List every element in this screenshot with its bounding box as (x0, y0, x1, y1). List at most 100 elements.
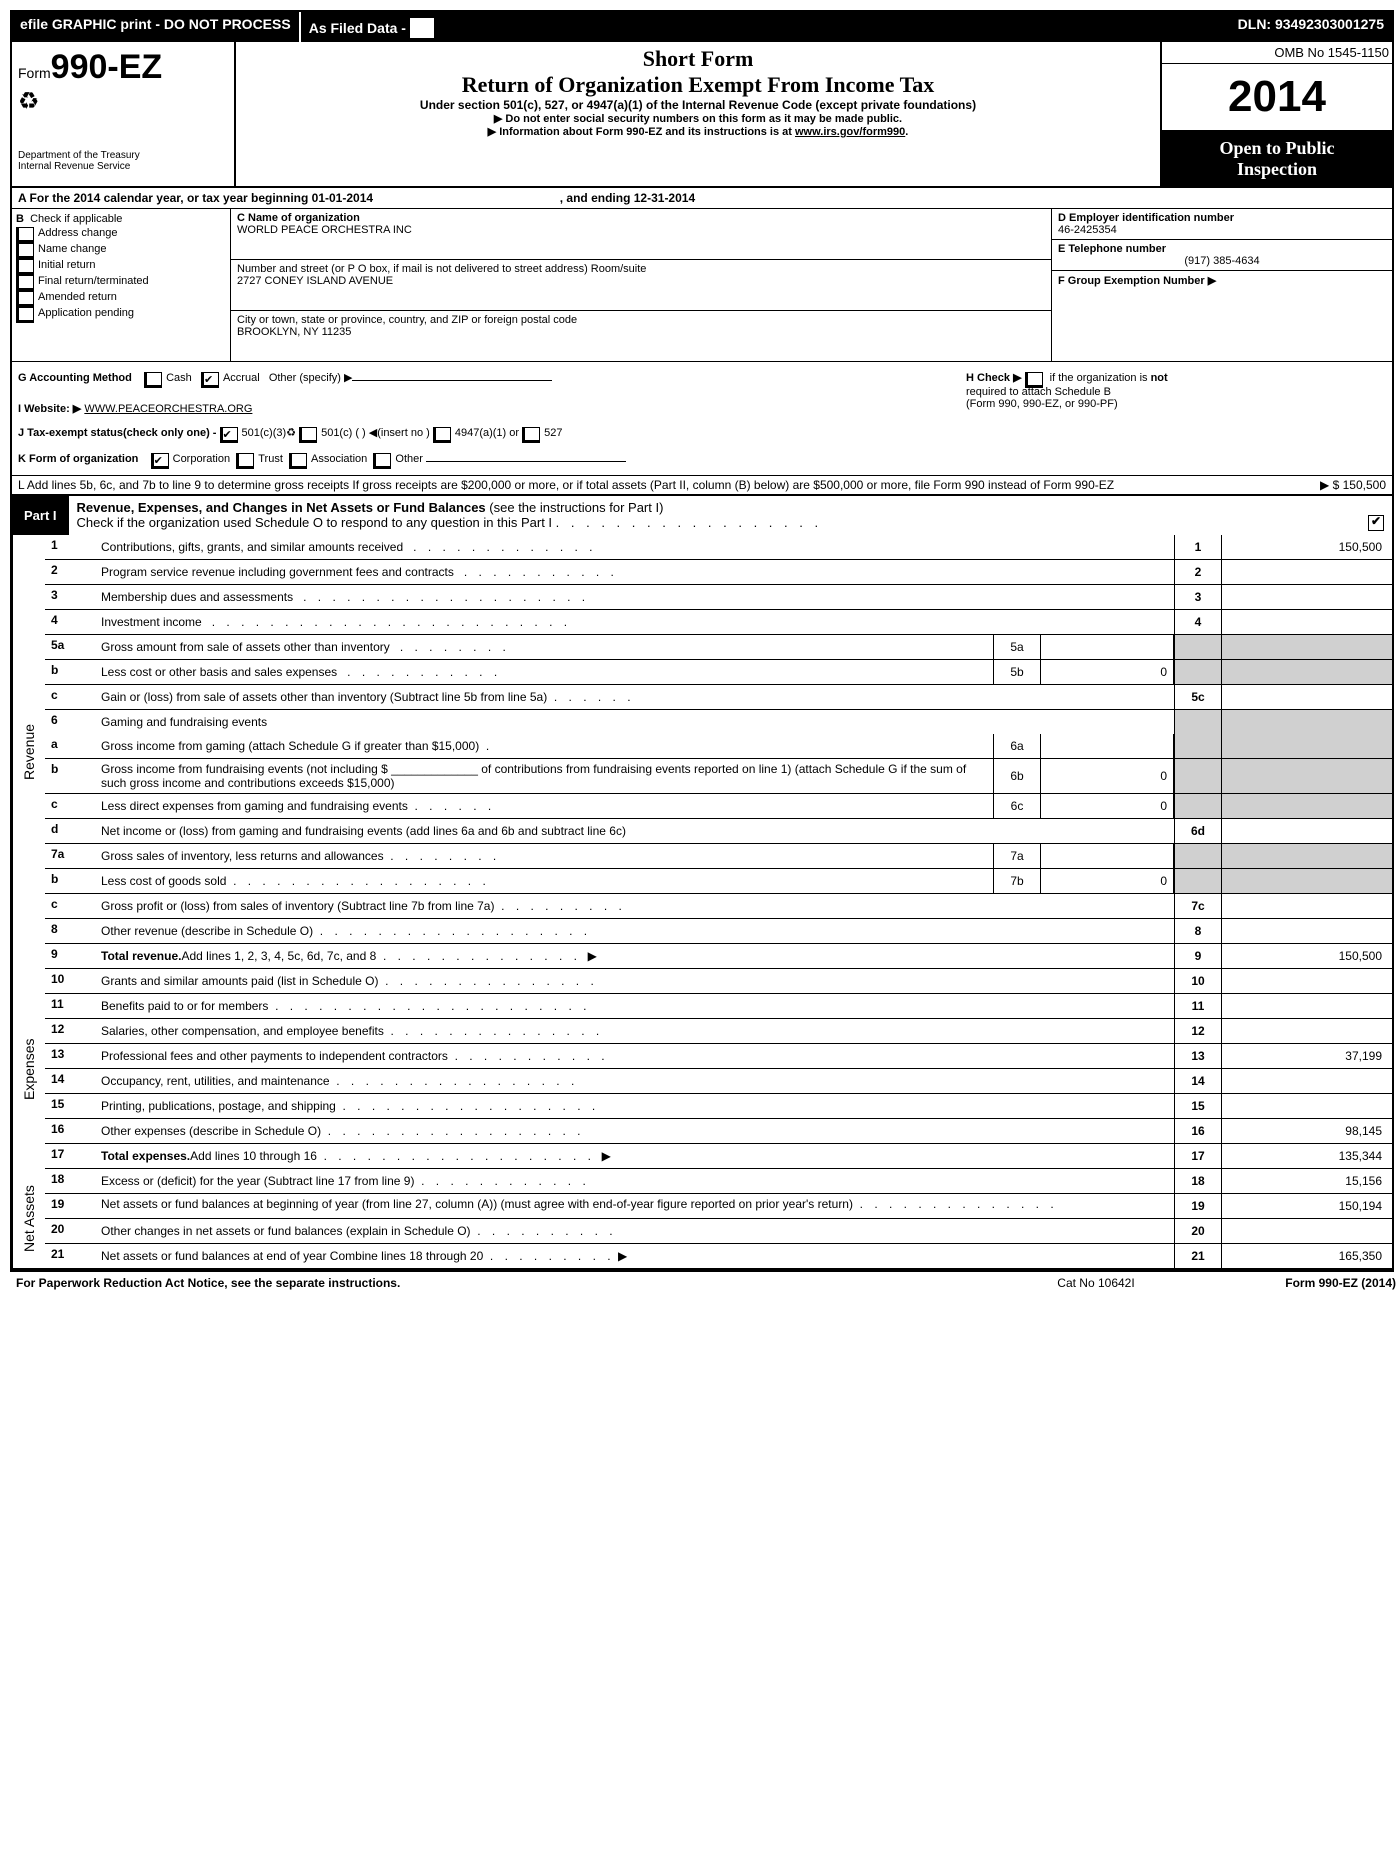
phone-label: E Telephone number (1058, 243, 1166, 255)
table-row: 1 Contributions, gifts, grants, and simi… (45, 535, 1392, 560)
form-prefix: Form (18, 65, 51, 81)
b-item-1: Name change (38, 243, 107, 255)
part-1-header: Part I Revenue, Expenses, and Changes in… (12, 495, 1392, 535)
ein-label: D Employer identification number (1058, 212, 1234, 224)
checkbox-address-change[interactable] (16, 227, 34, 243)
table-row: 8 Other revenue (describe in Schedule O)… (45, 919, 1392, 944)
expenses-table: 10 Grants and similar amounts paid (list… (45, 969, 1392, 1169)
gh-right: H Check ▶ if the organization is not req… (960, 362, 1392, 475)
short-form-title: Short Form (240, 46, 1156, 72)
form-footer: For Paperwork Reduction Act Notice, see … (10, 1272, 1400, 1294)
checkbox-other-org[interactable] (373, 453, 391, 469)
open-public: Open to Public Inspection (1162, 132, 1392, 186)
subtitle: Under section 501(c), 527, or 4947(a)(1)… (240, 98, 1156, 112)
accrual-label: Accrual (223, 372, 260, 384)
checkbox-4947[interactable] (433, 427, 451, 443)
city-label: City or town, state or province, country… (237, 314, 1045, 326)
net-assets-section: Net Assets 18 Excess or (deficit) for th… (12, 1169, 1392, 1270)
topbar-right: DLN: 93492303001275 (1230, 12, 1392, 42)
expenses-section: Expenses 10 Grants and similar amounts p… (12, 969, 1392, 1169)
h-check-label: H Check ▶ (966, 372, 1022, 384)
cash-label: Cash (166, 372, 192, 384)
table-row: a Gross income from gaming (attach Sched… (45, 734, 1392, 759)
dept-irs: Internal Revenue Service (18, 161, 228, 172)
checkbox-527[interactable] (522, 427, 540, 443)
tax-year: 2014 (1162, 64, 1392, 132)
table-row: 7a Gross sales of inventory, less return… (45, 844, 1392, 869)
table-row: 4 Investment income . . . . . . . . . . … (45, 610, 1392, 635)
form-of-org-label: K Form of organization (18, 453, 138, 465)
website-value[interactable]: WWW.PEACEORCHESTRA.ORG (84, 403, 252, 415)
j-4947: 4947(a)(1) or (455, 427, 519, 439)
topbar-left: efile GRAPHIC print - DO NOT PROCESS (12, 12, 299, 42)
checkbox-amended-return[interactable] (16, 291, 34, 307)
column-def: D Employer identification number 46-2425… (1051, 209, 1392, 361)
table-row: 3 Membership dues and assessments . . . … (45, 585, 1392, 610)
column-b: B Check if applicable Address change Nam… (12, 209, 231, 361)
revenue-section: Revenue 1 Contributions, gifts, grants, … (12, 535, 1392, 969)
gh-left: G Accounting Method Cash ✔ Accrual Other … (12, 362, 960, 475)
table-row: 16 Other expenses (describe in Schedule … (45, 1119, 1392, 1144)
k-corp: Corporation (173, 453, 230, 465)
checkbox-trust[interactable] (236, 453, 254, 469)
table-row: 12 Salaries, other compensation, and emp… (45, 1019, 1392, 1044)
arrow2-post: . (905, 126, 908, 138)
line-a: A For the 2014 calendar year, or tax yea… (12, 188, 1392, 209)
arrow-instruction-1: ▶ Do not enter social security numbers o… (240, 112, 1156, 125)
b-item-2: Initial return (38, 259, 95, 271)
line-l-arrow: ▶ (1320, 478, 1329, 492)
header-left: Form990-EZ ♻ Department of the Treasury … (12, 42, 236, 186)
table-row: 21 Net assets or fund balances at end of… (45, 1244, 1392, 1268)
form-number: 990-EZ (51, 48, 163, 86)
checkbox-application-pending[interactable] (16, 307, 34, 323)
checkbox-schedule-b[interactable] (1025, 372, 1043, 388)
section-bcdef: B Check if applicable Address change Nam… (12, 209, 1392, 362)
topbar-mid-label: As Filed Data - (309, 20, 406, 36)
b-item-3: Final return/terminated (38, 275, 149, 287)
b-check-if: Check if applicable (30, 213, 122, 225)
return-title: Return of Organization Exempt From Incom… (240, 72, 1156, 98)
row-desc: Contributions, gifts, grants, and simila… (97, 535, 1174, 559)
line-l-value: $ 150,500 (1333, 478, 1386, 492)
open-line1: Open to Public (1168, 138, 1386, 159)
j-501c: 501(c) ( ) ◀(insert no ) (321, 427, 430, 439)
line-a-pre: A For the 2014 calendar year, or tax yea… (18, 191, 373, 205)
table-row: b Gross income from fundraising events (… (45, 759, 1392, 794)
checkbox-501c[interactable] (299, 427, 317, 443)
checkbox-initial-return[interactable] (16, 259, 34, 275)
checkbox-corporation[interactable]: ✔ (151, 453, 169, 469)
checkbox-final-return[interactable] (16, 275, 34, 291)
checkbox-accrual[interactable]: ✔ (201, 372, 219, 388)
other-method-label: Other (specify) ▶ (269, 372, 353, 384)
recycle-icon: ♻ (18, 87, 40, 116)
table-row: 14 Occupancy, rent, utilities, and maint… (45, 1069, 1392, 1094)
revenue-side-label: Revenue (12, 535, 45, 969)
table-row: 19 Net assets or fund balances at beginn… (45, 1194, 1392, 1219)
org-name: WORLD PEACE ORCHESTRA INC (237, 224, 1045, 236)
checkbox-501c3[interactable]: ✔ (220, 427, 238, 443)
table-row: b Less cost or other basis and sales exp… (45, 660, 1392, 685)
checkbox-association[interactable] (289, 453, 307, 469)
table-row: 20 Other changes in net assets or fund b… (45, 1219, 1392, 1244)
k-trust: Trust (258, 453, 283, 465)
header-mid: Short Form Return of Organization Exempt… (236, 42, 1160, 186)
checkbox-cash[interactable] (144, 372, 162, 388)
h-not: not (1151, 372, 1168, 384)
table-row: 18 Excess or (deficit) for the year (Sub… (45, 1169, 1392, 1194)
table-row: 2 Program service revenue including gove… (45, 560, 1392, 585)
netassets-table: 18 Excess or (deficit) for the year (Sub… (45, 1169, 1392, 1268)
irs-link[interactable]: www.irs.gov/form990 (795, 126, 905, 138)
table-row: 11 Benefits paid to or for members . . .… (45, 994, 1392, 1019)
arrow-instruction-2: ▶ Information about Form 990-EZ and its … (240, 125, 1156, 138)
footer-left: For Paperwork Reduction Act Notice, see … (16, 1276, 996, 1290)
table-row: 6 Gaming and fundraising events (45, 710, 1392, 734)
table-row: c Gain or (loss) from sale of assets oth… (45, 685, 1392, 710)
checkbox-schedule-o[interactable] (1368, 515, 1384, 531)
street-label: Number and street (or P O box, if mail i… (237, 263, 1045, 275)
table-row: 9 Total revenue. Add lines 1, 2, 3, 4, 5… (45, 944, 1392, 969)
accounting-method-label: G Accounting Method (18, 372, 132, 384)
line-num: 1 (1174, 535, 1221, 559)
h-text-1: if the organization is (1050, 372, 1148, 384)
checkbox-name-change[interactable] (16, 243, 34, 259)
h-text-3: (Form 990, 990-EZ, or 990-PF) (966, 398, 1118, 410)
